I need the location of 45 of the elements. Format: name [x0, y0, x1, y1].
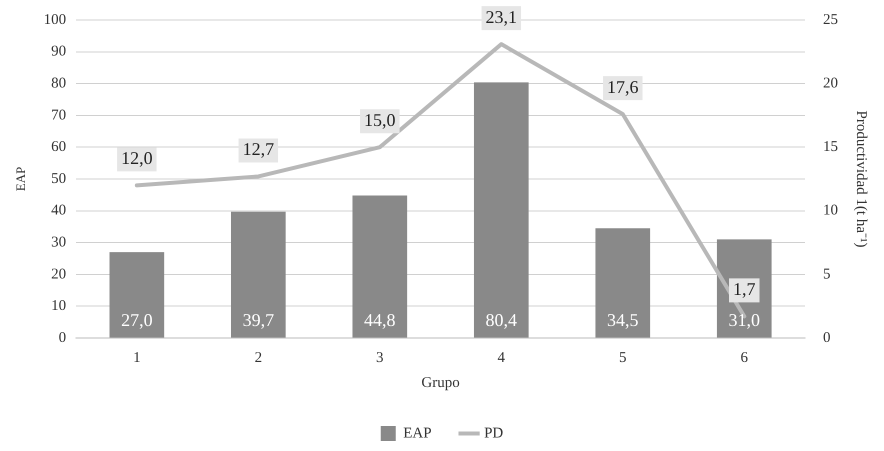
data-label: 23,1	[486, 6, 518, 27]
x-tick-label: 1	[133, 350, 141, 366]
x-tick-label: 4	[498, 350, 506, 366]
legend-label: EAP	[403, 425, 432, 442]
y-tick-label: 50	[51, 170, 66, 187]
y-tick-label: 100	[44, 12, 66, 28]
bar	[110, 252, 164, 338]
y2-axis-title: Productividad 1(t ha⁻¹)	[853, 110, 870, 248]
y-tick-label: 70	[51, 107, 66, 124]
y-tick-label: 80	[51, 76, 66, 92]
bar	[595, 228, 650, 338]
bar	[230, 212, 286, 338]
y2-tick-label: 0	[823, 330, 830, 346]
data-label: 12,0	[121, 148, 153, 168]
x-tick-label: 6	[740, 350, 749, 366]
data-label: 17,6	[607, 76, 639, 97]
y-tick-label: 30	[51, 234, 66, 251]
data-label: 15,0	[364, 110, 396, 130]
x-tick-label: 3	[376, 350, 384, 366]
y-tick-label: 90	[51, 44, 66, 60]
y2-tick-label: 10	[823, 202, 838, 219]
y-tick-label: 40	[51, 202, 66, 219]
data-label: 31,0	[728, 310, 760, 330]
x-tick-label: 5	[619, 350, 627, 366]
x-tick-label: 2	[254, 350, 262, 366]
y2-tick-label: 20	[823, 76, 838, 92]
y2-tick-label: 25	[823, 12, 838, 28]
data-label: 44,8	[364, 310, 396, 330]
y-axis-title: EAP	[13, 166, 28, 192]
y2-tick-label: 5	[823, 266, 830, 282]
y-tick-label: 20	[51, 266, 66, 282]
x-axis-title: Grupo	[421, 374, 460, 391]
y-tick-label: 10	[51, 298, 66, 314]
bar	[352, 196, 408, 338]
y-tick-label: 60	[51, 139, 66, 156]
data-label: 80,4	[486, 310, 518, 330]
data-label: 34,5	[607, 310, 639, 330]
data-label: 1,7	[733, 279, 756, 300]
y2-tick-label: 15	[823, 139, 838, 156]
data-label: 27,0	[121, 310, 153, 330]
data-label: 12,7	[242, 139, 274, 160]
legend-label: PD	[484, 425, 504, 442]
bar	[474, 82, 529, 338]
data-label: 39,7	[242, 310, 274, 330]
y-tick-label: 0	[58, 330, 66, 346]
